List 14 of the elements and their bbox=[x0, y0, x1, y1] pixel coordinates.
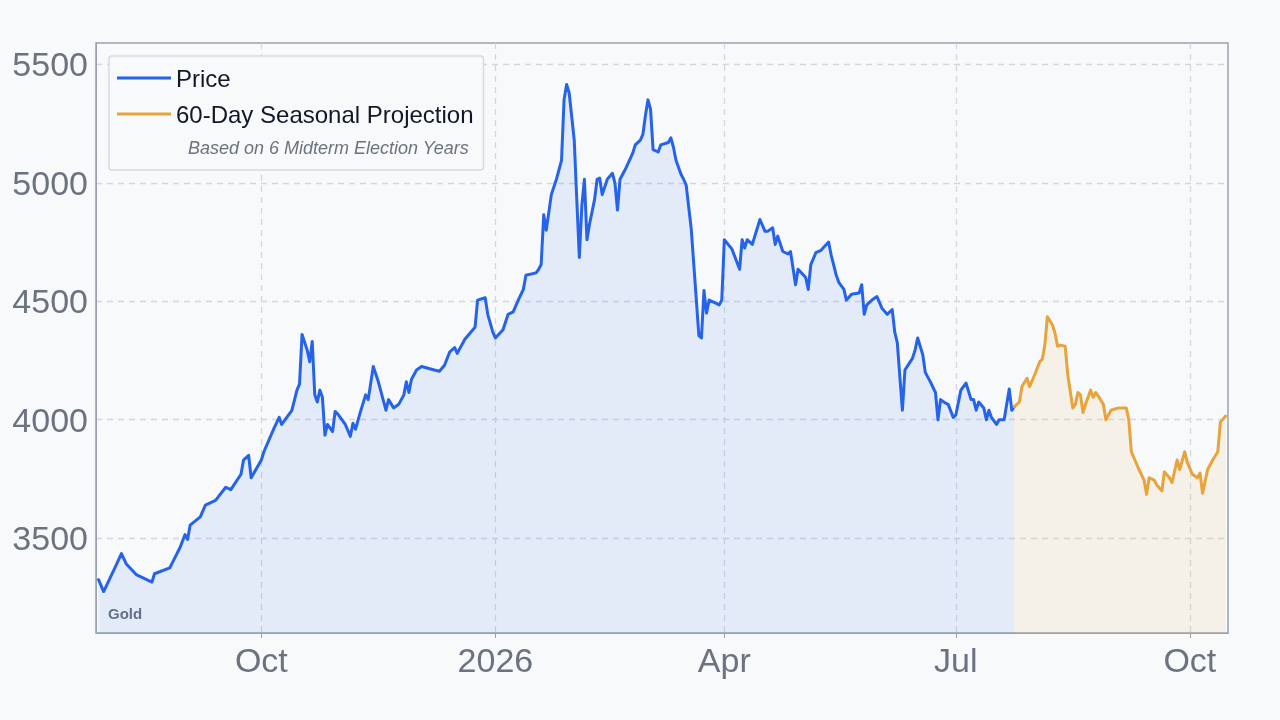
y-tick-label: 4500 bbox=[12, 282, 88, 321]
y-tick-label: 4000 bbox=[12, 400, 88, 439]
x-tick-label: Oct bbox=[1163, 641, 1217, 679]
y-tick-label: 3500 bbox=[12, 519, 88, 558]
y-tick-label: 5500 bbox=[12, 45, 88, 84]
x-tick-label: Apr bbox=[697, 641, 751, 679]
y-tick-label: 5000 bbox=[12, 163, 88, 202]
legend-label: 60-Day Seasonal Projection bbox=[176, 100, 474, 128]
x-tick-label: Jul bbox=[934, 641, 978, 679]
x-tick-label: 2026 bbox=[457, 641, 534, 679]
annotation: Based on 6 Midterm Election Years bbox=[188, 138, 469, 158]
annotation: Gold bbox=[108, 605, 143, 622]
legend-label: Price bbox=[176, 64, 231, 92]
x-tick-label: Oct bbox=[234, 641, 289, 679]
